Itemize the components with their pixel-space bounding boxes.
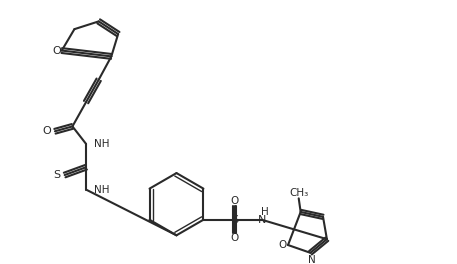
Text: N: N <box>308 254 316 264</box>
Text: O: O <box>43 126 52 136</box>
Text: O: O <box>230 233 239 243</box>
Text: O: O <box>53 46 61 55</box>
Text: O: O <box>230 196 239 206</box>
Text: O: O <box>278 240 286 250</box>
Text: S: S <box>53 170 60 180</box>
Text: S: S <box>231 215 238 225</box>
Text: H: H <box>261 207 269 217</box>
Text: CH₃: CH₃ <box>289 187 308 197</box>
Text: NH: NH <box>94 139 109 149</box>
Text: NH: NH <box>94 185 109 195</box>
Text: N: N <box>258 215 266 225</box>
